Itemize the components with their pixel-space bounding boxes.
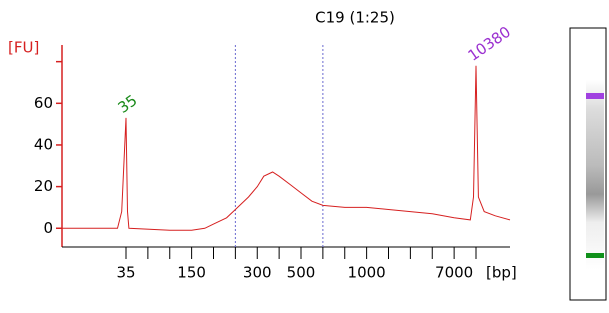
- x-unit-label: [bp]: [486, 264, 517, 282]
- peak-label: 10380: [465, 23, 514, 65]
- y-tick-label: 20: [34, 177, 53, 195]
- trace: [62, 66, 510, 231]
- gel-smear: [586, 80, 604, 270]
- y-axis-label: [FU]: [8, 39, 39, 57]
- x-tick-label: 300: [243, 264, 272, 282]
- x-tick-label: 1000: [348, 264, 386, 282]
- x-tick-label: 35: [116, 264, 135, 282]
- screenshot: C19 (1:25) [FU] [bp] 0 20 40 60 35 150 300 500 1…: [0, 0, 609, 309]
- y-tick-label: 0: [43, 219, 53, 237]
- x-tick-label: 150: [177, 264, 206, 282]
- chart-title: C19 (1:25): [315, 9, 395, 27]
- x-tick-label: 500: [287, 264, 316, 282]
- y-tick-label: 40: [34, 135, 53, 153]
- peak-label: 35: [115, 91, 141, 117]
- gel-lower-band: [586, 253, 604, 258]
- x-tick-label: 7000: [435, 264, 473, 282]
- gel-upper-band: [586, 93, 604, 99]
- y-tick-label: 60: [34, 94, 53, 112]
- gel-lane: [570, 28, 606, 300]
